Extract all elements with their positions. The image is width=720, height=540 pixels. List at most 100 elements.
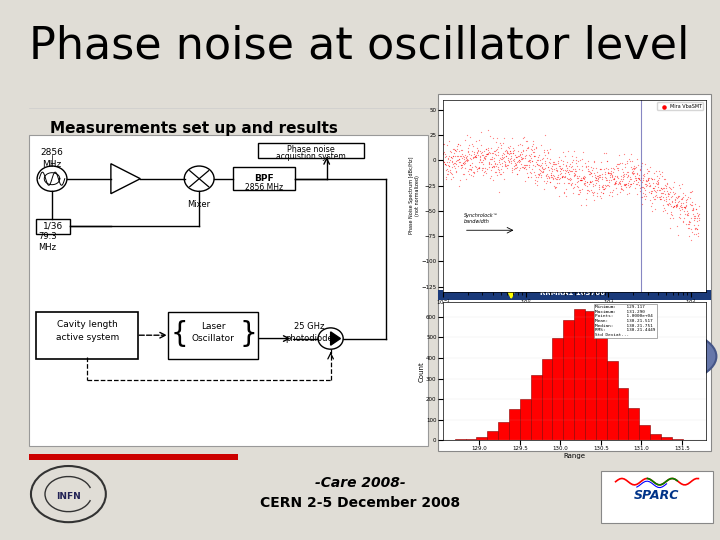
Point [575, 174, 587, 183]
Point [460, 152, 472, 161]
Point [483, 147, 495, 156]
Point [560, 167, 572, 176]
Point [540, 179, 552, 187]
Point [580, 163, 592, 172]
Point [606, 166, 617, 175]
Point [639, 190, 651, 198]
Point [493, 188, 505, 197]
Point [492, 143, 503, 151]
Point [579, 174, 590, 183]
Point [528, 176, 540, 185]
Point [690, 224, 702, 233]
Point [636, 161, 647, 170]
Point [475, 140, 487, 149]
Point [475, 149, 487, 158]
Point [641, 176, 652, 185]
Point [626, 180, 637, 189]
Point [453, 147, 464, 156]
Point [574, 186, 585, 194]
Point [620, 180, 631, 188]
Bar [672, 439, 683, 440]
Point [467, 142, 479, 151]
Point [472, 145, 484, 154]
Point [444, 137, 455, 145]
Point [518, 153, 529, 162]
Point [565, 175, 577, 184]
Point [642, 176, 653, 184]
Y-axis label: Count: Count [418, 361, 425, 382]
Point [625, 149, 636, 158]
Point [491, 134, 503, 143]
Point [465, 154, 477, 163]
Point [585, 178, 596, 187]
Point [647, 193, 659, 201]
Point [678, 207, 690, 215]
Point [586, 165, 598, 174]
Point [646, 201, 657, 210]
Point [480, 167, 491, 176]
Point [448, 152, 459, 160]
Point [620, 183, 631, 191]
Point [452, 140, 464, 149]
Point [492, 151, 504, 159]
Point [496, 161, 508, 170]
Point [693, 202, 705, 211]
Point [542, 163, 554, 171]
Point [564, 180, 576, 189]
Point [672, 192, 683, 201]
Point [444, 166, 456, 174]
Point [454, 157, 466, 166]
Point [670, 189, 681, 198]
Point [649, 184, 660, 192]
Point [438, 147, 450, 156]
Point [482, 148, 494, 157]
Point [469, 152, 481, 160]
Bar [650, 434, 661, 440]
Point [688, 210, 699, 218]
Point [451, 141, 462, 150]
Point [471, 150, 482, 159]
Point [633, 177, 644, 186]
Point [482, 150, 493, 158]
Point [652, 183, 664, 191]
Point [647, 184, 659, 192]
Point [630, 180, 642, 188]
Point [621, 156, 633, 165]
Point [440, 173, 451, 181]
Point [509, 151, 521, 160]
Point [649, 182, 660, 191]
Point [437, 157, 449, 165]
Point [682, 207, 693, 216]
Point [450, 145, 462, 154]
Point [606, 172, 618, 180]
Point [523, 144, 534, 152]
Point [552, 166, 563, 174]
Text: MHz: MHz [38, 242, 56, 252]
Point [574, 156, 585, 165]
Point [686, 228, 698, 237]
Point [470, 152, 482, 161]
Point [601, 181, 613, 190]
Point [560, 161, 572, 170]
Point [691, 225, 703, 233]
Point [683, 216, 695, 225]
Point [519, 153, 531, 162]
Point [616, 182, 627, 191]
Point [508, 156, 519, 164]
Point [449, 164, 461, 172]
Point [558, 156, 570, 165]
Point [482, 150, 493, 159]
Point [541, 177, 552, 186]
Point [650, 167, 662, 176]
Point [613, 179, 625, 187]
Point [632, 174, 644, 183]
Point [517, 145, 528, 154]
Point [629, 174, 641, 183]
Point [441, 158, 453, 166]
Point [545, 169, 557, 178]
Point [547, 171, 559, 179]
Point [458, 158, 469, 166]
Text: Cavity length: Cavity length [57, 320, 117, 329]
Point [598, 184, 609, 193]
Point [483, 163, 495, 172]
